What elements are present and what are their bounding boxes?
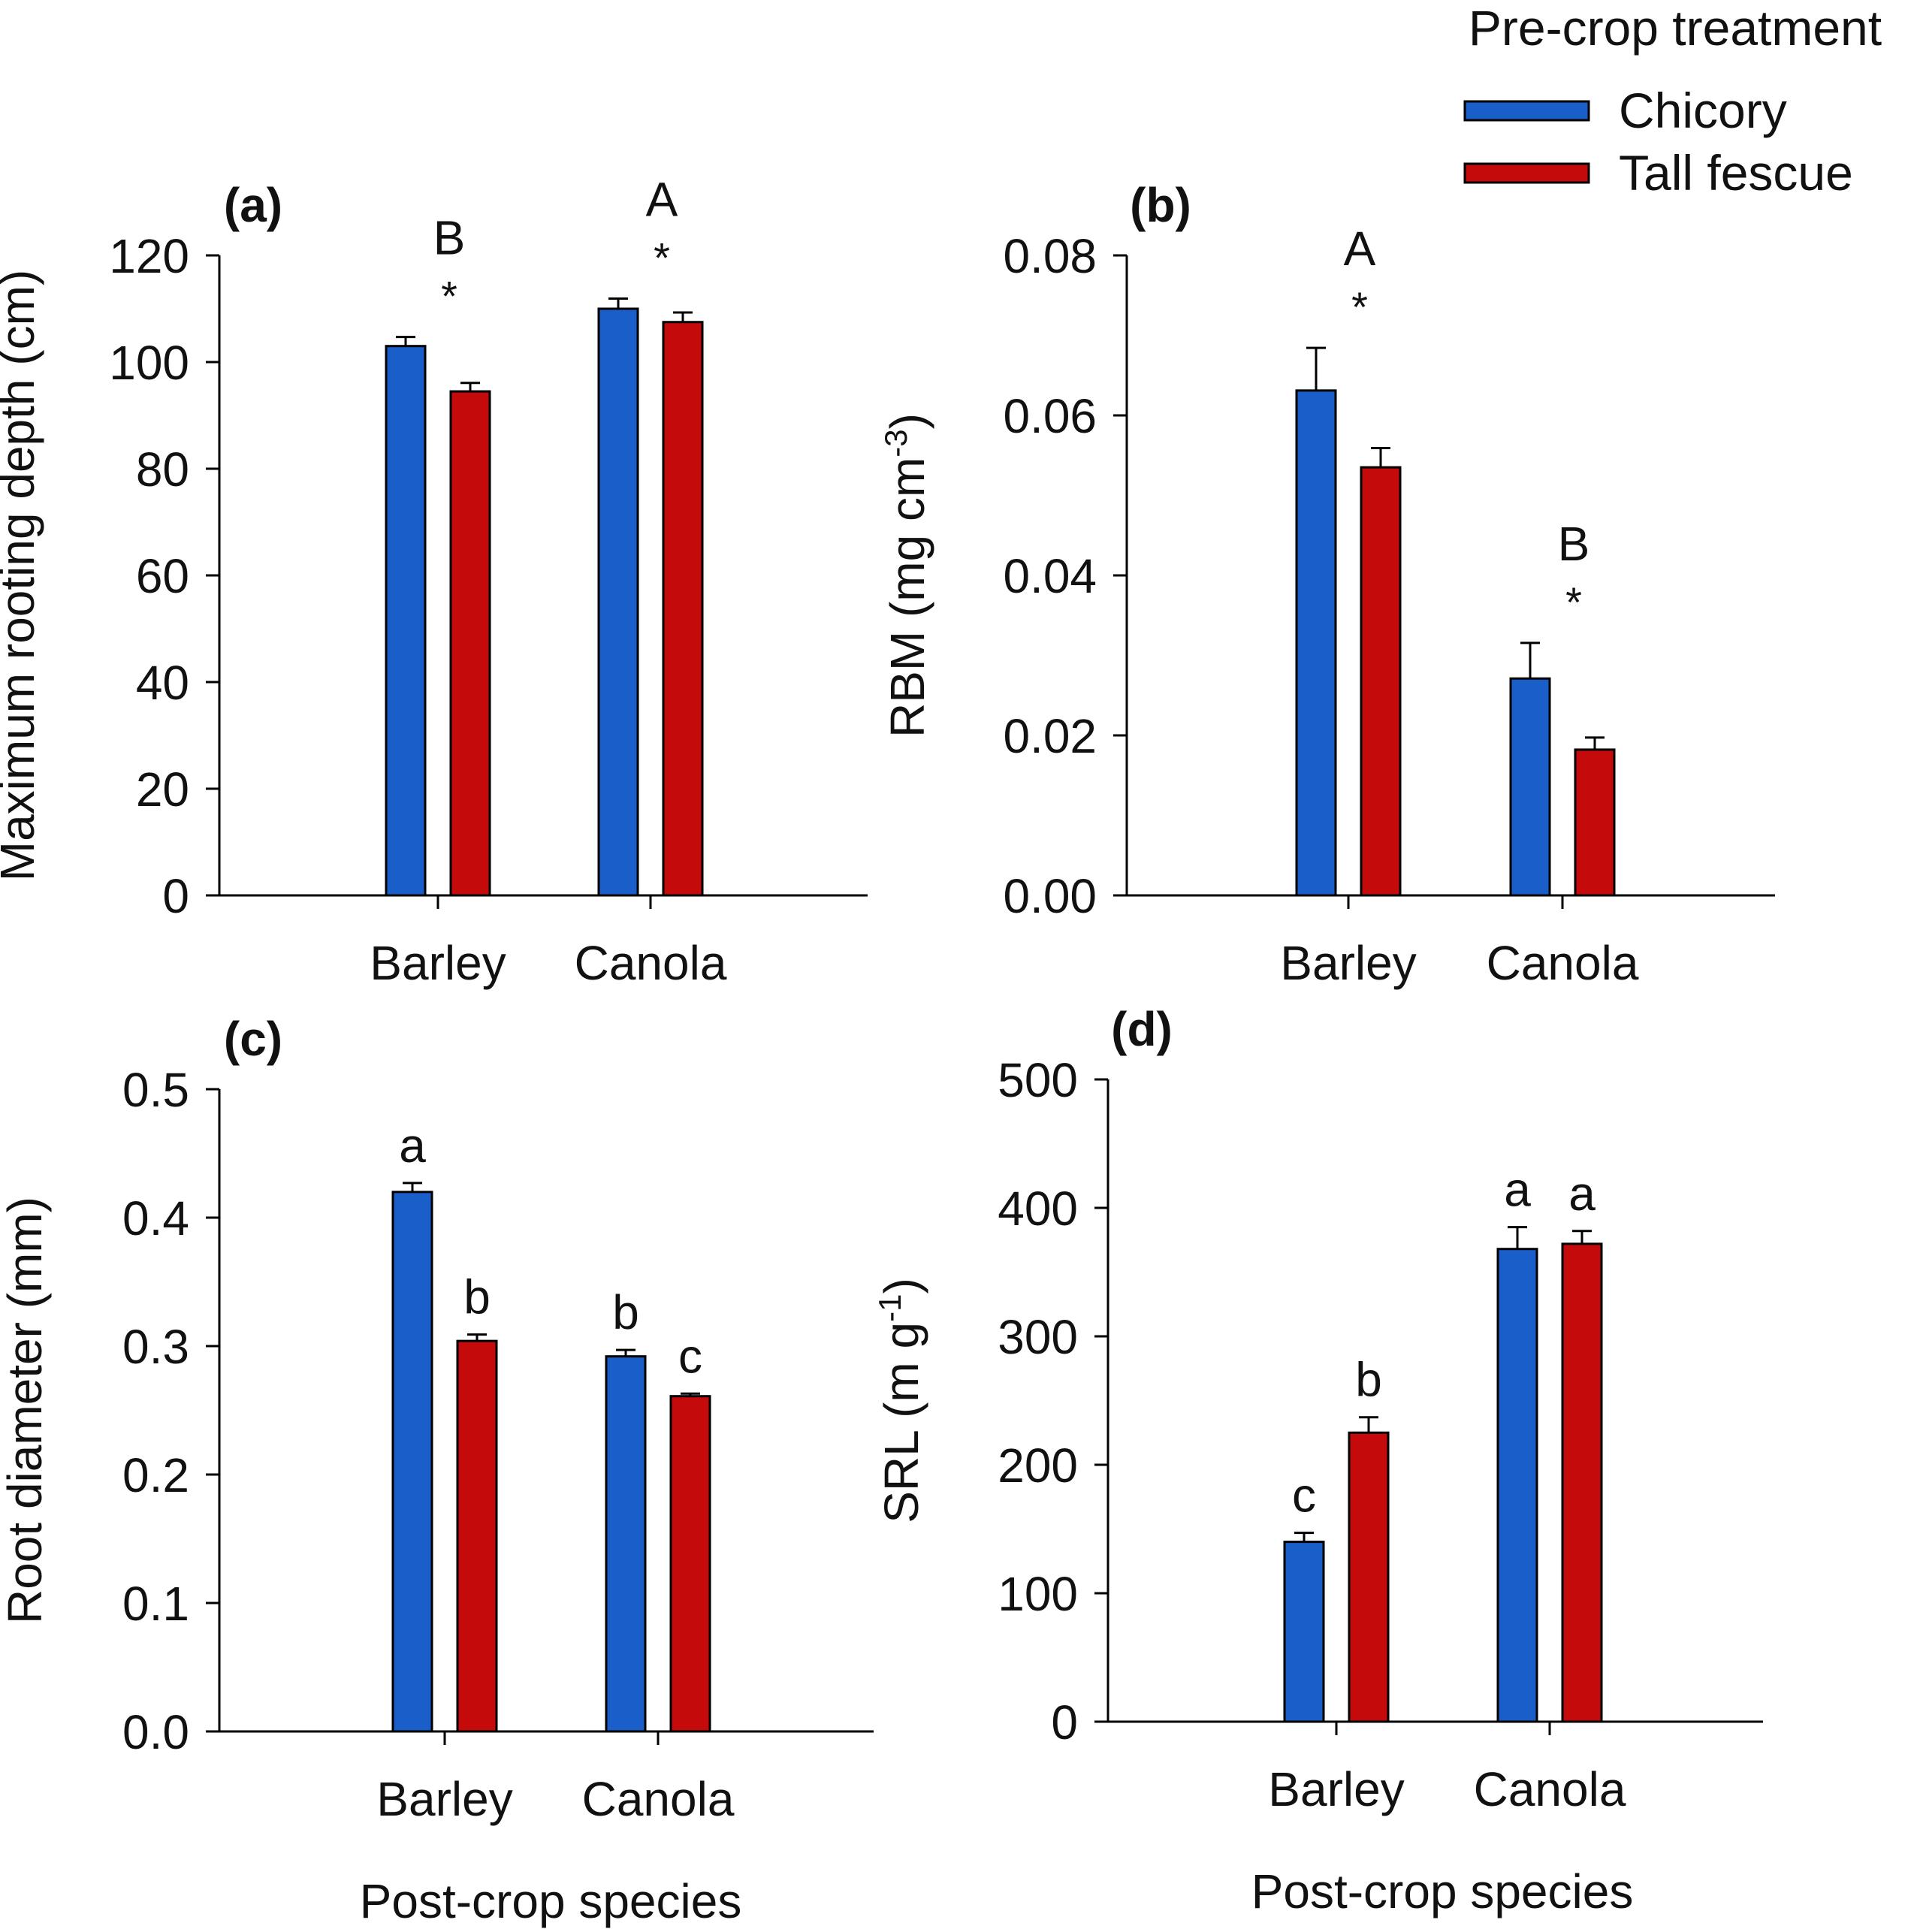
y-axis-label-end: ) bbox=[874, 1278, 928, 1294]
bar-chicory-canola bbox=[1509, 677, 1551, 897]
bar-tall-fescue-barley bbox=[1348, 1431, 1390, 1723]
panel-4: (d) 0 100 200 300 400 500 SRL (m g-1) Barley c b Ca… bbox=[872, 1002, 1763, 1918]
y-tick-label: 0.00 bbox=[1003, 869, 1097, 923]
y-axis-label-superscript: -3 bbox=[878, 429, 913, 457]
y-axis-label: Root diameter (mm) bbox=[0, 1197, 52, 1624]
y-tick-label: 40 bbox=[136, 656, 189, 710]
significance-letter: b bbox=[612, 1285, 639, 1339]
significance-letter: c bbox=[678, 1329, 702, 1383]
legend-label-tall-fescue: Tall fescue bbox=[1619, 145, 1853, 201]
y-tick-label: 300 bbox=[998, 1310, 1078, 1364]
x-tick-label-canola: Canola bbox=[1487, 936, 1639, 990]
y-tick-label: 0.02 bbox=[1003, 709, 1097, 763]
significance-letter: a bbox=[1568, 1167, 1596, 1221]
x-tick-label-barley: Barley bbox=[1268, 1762, 1404, 1816]
y-axis-label: SRL (m g-1) bbox=[872, 1278, 929, 1523]
panel-label: (b) bbox=[1130, 178, 1191, 232]
legend: Pre-crop treatment Chicory Tall fescue bbox=[1463, 0, 1882, 201]
y-tick-label: 0.08 bbox=[1003, 229, 1097, 283]
group-letter: A bbox=[646, 173, 678, 227]
panel-label: (d) bbox=[1111, 1002, 1173, 1056]
y-tick-label: 0.04 bbox=[1003, 549, 1097, 603]
significance-asterisk: * bbox=[441, 273, 457, 320]
panel-label: (a) bbox=[224, 178, 282, 232]
y-tick-label: 0.4 bbox=[122, 1191, 189, 1245]
y-axis-label-text: SRL (m g bbox=[874, 1322, 928, 1523]
panel-2: (b) 0.00 0.02 0.04 0.06 0.08 RBM (mg cm-3) Barl… bbox=[878, 178, 1775, 990]
significance-letter: b bbox=[463, 1270, 491, 1324]
y-tick-label: 200 bbox=[998, 1438, 1078, 1493]
significance-letter: b bbox=[1355, 1353, 1382, 1407]
group-letter: B bbox=[1558, 517, 1590, 571]
significance-asterisk: * bbox=[654, 234, 670, 282]
y-tick-label: 0.2 bbox=[122, 1448, 189, 1502]
bar-tall-fescue-canola bbox=[1574, 748, 1616, 897]
legend-label-chicory: Chicory bbox=[1619, 83, 1787, 138]
significance-letter: a bbox=[399, 1118, 426, 1173]
panel-1: (a) 0 20 40 60 80 100 120 Maximum rooting depth … bbox=[0, 173, 868, 990]
y-tick-label: 0 bbox=[162, 869, 189, 923]
group-letter: A bbox=[1344, 222, 1376, 276]
group-letter: B bbox=[433, 211, 466, 265]
bar-tall-fescue-canola bbox=[669, 1395, 711, 1733]
y-tick-label: 80 bbox=[136, 442, 189, 497]
bar-chicory-canola bbox=[605, 1355, 647, 1733]
bar-tall-fescue-barley bbox=[1360, 466, 1402, 897]
y-axis-label-text: RBM (mg cm bbox=[880, 457, 934, 738]
significance-letter: a bbox=[1504, 1163, 1531, 1217]
bar-chicory-barley bbox=[1295, 389, 1337, 897]
panel-label: (c) bbox=[224, 1012, 282, 1066]
legend-swatch-tall-fescue bbox=[1463, 162, 1590, 184]
y-tick-label: 0.06 bbox=[1003, 389, 1097, 443]
bar-chicory-barley bbox=[385, 345, 427, 897]
x-tick-label-canola: Canola bbox=[575, 936, 727, 990]
y-axis-label-end: ) bbox=[880, 413, 934, 429]
y-tick-label: 400 bbox=[998, 1182, 1078, 1236]
bar-tall-fescue-canola bbox=[662, 321, 704, 897]
x-tick-label-barley: Barley bbox=[1280, 936, 1416, 990]
panel-3: (c) 0.0 0.1 0.2 0.3 0.4 0.5 Root diameter (mm) B… bbox=[0, 1012, 874, 1928]
significance-letter: c bbox=[1292, 1469, 1316, 1523]
bar-tall-fescue-barley bbox=[456, 1339, 498, 1733]
x-tick-label-canola: Canola bbox=[582, 1772, 735, 1826]
y-tick-label: 60 bbox=[136, 549, 189, 603]
y-tick-label: 0 bbox=[1051, 1695, 1078, 1749]
y-tick-label: 120 bbox=[109, 229, 189, 283]
bar-tall-fescue-canola bbox=[1561, 1242, 1603, 1723]
bar-chicory-barley bbox=[391, 1191, 433, 1733]
y-tick-label: 20 bbox=[136, 762, 189, 817]
y-tick-label: 0.0 bbox=[122, 1705, 189, 1759]
x-axis-label: Post-crop species bbox=[360, 1874, 742, 1928]
significance-asterisk: * bbox=[1351, 283, 1368, 331]
y-axis-label: RBM (mg cm-3) bbox=[878, 413, 935, 738]
legend-title: Pre-crop treatment bbox=[1469, 0, 1882, 56]
y-axis-label: Maximum rooting depth (cm) bbox=[0, 270, 44, 881]
bar-chicory-canola bbox=[597, 307, 639, 897]
legend-swatch-chicory bbox=[1463, 100, 1590, 122]
x-axis-label: Post-crop species bbox=[1251, 1864, 1634, 1918]
y-tick-label: 0.5 bbox=[122, 1063, 189, 1117]
y-tick-label: 100 bbox=[998, 1567, 1078, 1621]
y-axis-label-superscript: -1 bbox=[872, 1294, 907, 1322]
x-tick-label-barley: Barley bbox=[376, 1772, 512, 1826]
significance-asterisk: * bbox=[1565, 578, 1582, 626]
bar-chicory-barley bbox=[1283, 1541, 1325, 1723]
y-tick-label: 0.3 bbox=[122, 1320, 189, 1374]
x-tick-label-canola: Canola bbox=[1474, 1762, 1626, 1816]
y-tick-label: 500 bbox=[998, 1053, 1078, 1107]
y-tick-label: 100 bbox=[109, 336, 189, 390]
x-tick-label-barley: Barley bbox=[370, 936, 506, 990]
bar-tall-fescue-barley bbox=[449, 390, 491, 897]
bar-chicory-canola bbox=[1496, 1248, 1538, 1723]
y-tick-label: 0.1 bbox=[122, 1577, 189, 1631]
